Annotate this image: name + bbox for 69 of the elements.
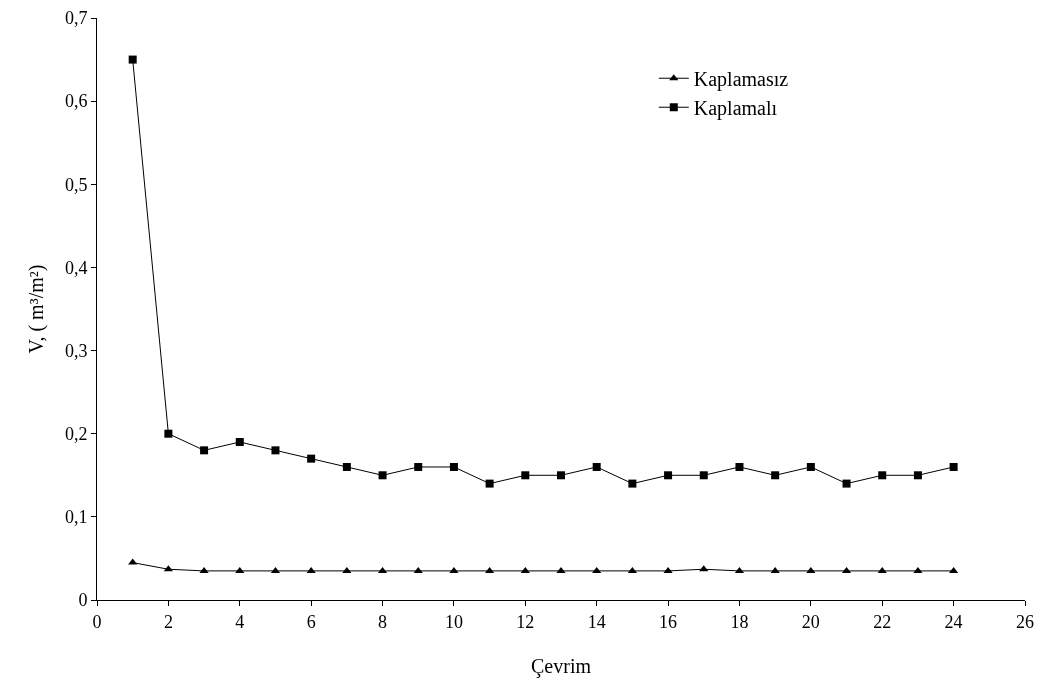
- point: [699, 565, 709, 572]
- point: [949, 462, 958, 471]
- y-tick-label: 0,3: [64, 340, 88, 361]
- point: [592, 462, 601, 471]
- legend-label: Kaplamasız: [693, 68, 789, 92]
- y-axis-title: V, ( m³/m²): [25, 264, 49, 354]
- point: [413, 566, 423, 573]
- legend-label: Kaplamalı: [693, 97, 778, 121]
- point: [557, 471, 565, 480]
- point: [235, 438, 244, 447]
- x-tick-label: 0: [92, 611, 102, 632]
- y-tick-label: 0,6: [64, 91, 88, 112]
- point: [521, 471, 530, 480]
- point: [556, 566, 566, 573]
- point: [485, 566, 495, 573]
- x-tick-label: 2: [163, 611, 173, 632]
- y-tick-label: 0: [78, 590, 88, 611]
- x-tick-label: 6: [306, 611, 316, 632]
- x-tick-label: 12: [516, 611, 535, 632]
- point: [699, 471, 708, 480]
- x-tick-label: 22: [873, 611, 892, 632]
- point: [164, 429, 173, 438]
- x-tick-label: 24: [944, 611, 963, 632]
- x-axis-title: Çevrim: [531, 655, 592, 679]
- point: [128, 558, 138, 565]
- y-tick-label: 0,2: [64, 424, 88, 445]
- point: [592, 566, 602, 573]
- point: [735, 462, 744, 471]
- y-tick-label: 0,5: [64, 174, 88, 195]
- point: [378, 471, 387, 480]
- point: [913, 471, 922, 480]
- point: [200, 446, 209, 455]
- point: [628, 479, 637, 488]
- point: [306, 566, 316, 573]
- point: [199, 566, 209, 573]
- point: [878, 471, 887, 480]
- point: [485, 479, 494, 488]
- x-tick-label: 26: [1016, 611, 1034, 632]
- point: [771, 471, 780, 480]
- point: [307, 454, 316, 463]
- x-tick-label: 8: [378, 611, 388, 632]
- point: [271, 446, 280, 455]
- point: [235, 566, 245, 573]
- point: [627, 566, 637, 573]
- y-tick-label: 0,1: [64, 507, 88, 528]
- point: [913, 566, 923, 573]
- y-tick-label: 0,7: [64, 8, 88, 29]
- point: [806, 462, 815, 471]
- x-tick-label: 20: [801, 611, 820, 632]
- point: [449, 566, 459, 573]
- x-tick-label: 14: [587, 611, 606, 632]
- point: [806, 566, 816, 573]
- point: [342, 566, 352, 573]
- x-tick-label: 18: [730, 611, 749, 632]
- point: [949, 566, 959, 573]
- point: [414, 462, 423, 471]
- point: [520, 566, 530, 573]
- x-tick-label: 4: [235, 611, 245, 632]
- x-tick-label: 16: [659, 611, 678, 632]
- point: [842, 479, 851, 488]
- point: [877, 566, 887, 573]
- point: [770, 566, 780, 573]
- y-tick-label: 0,4: [64, 257, 88, 278]
- point: [449, 462, 458, 471]
- point: [163, 565, 173, 572]
- point: [663, 566, 673, 573]
- point: [664, 471, 673, 480]
- x-tick-label: 10: [444, 611, 463, 632]
- point: [342, 462, 351, 471]
